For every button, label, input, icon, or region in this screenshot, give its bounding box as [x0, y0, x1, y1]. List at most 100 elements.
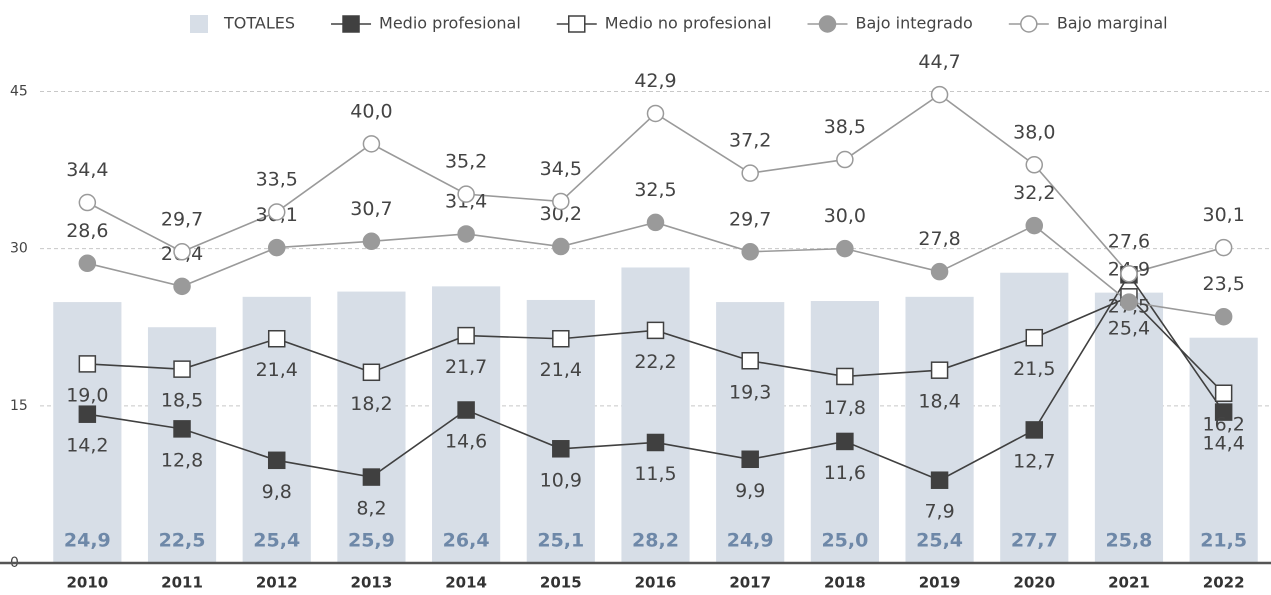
- x-tick-label: 2020: [1013, 574, 1055, 592]
- data-label: 18,5: [161, 390, 203, 412]
- marker: [836, 150, 854, 169]
- marker: [78, 405, 97, 423]
- data-label: 29,7: [729, 208, 771, 230]
- bar: [1189, 337, 1258, 563]
- legend-marker: [1020, 15, 1038, 33]
- x-tick-label: 2018: [824, 574, 866, 592]
- marker: [836, 432, 854, 451]
- data-label: 30,1: [1202, 204, 1244, 226]
- data-label: 34,4: [66, 159, 108, 181]
- data-label: 9,8: [262, 481, 292, 503]
- data-label: 17,8: [824, 397, 866, 419]
- legend-label: Medio no profesional: [605, 14, 772, 33]
- data-label: 44,7: [918, 51, 960, 73]
- marker: [1214, 307, 1233, 326]
- bar: [810, 301, 879, 563]
- bar-label: 24,9: [727, 530, 774, 552]
- x-tick-label: 2015: [540, 574, 582, 592]
- marker: [457, 326, 475, 345]
- data-label: 7,9: [924, 501, 954, 523]
- x-tick-label: 2021: [1108, 574, 1150, 592]
- data-label: 40,0: [350, 100, 392, 122]
- x-tick-label: 2013: [351, 574, 393, 592]
- marker: [741, 164, 759, 182]
- data-label: 14,4: [1202, 433, 1244, 455]
- bar-label: 25,0: [821, 530, 868, 552]
- marker: [741, 450, 759, 469]
- bar-label: 25,1: [537, 530, 584, 552]
- data-label: 14,6: [445, 431, 487, 453]
- legend-marker: [342, 15, 360, 33]
- x-tick-label: 2017: [729, 574, 771, 592]
- y-tick-label: 30: [10, 241, 28, 257]
- data-label: 33,5: [256, 168, 298, 190]
- marker: [1214, 238, 1233, 257]
- data-label: 30,7: [350, 198, 392, 220]
- data-label: 21,7: [445, 356, 487, 378]
- data-label: 21,5: [1013, 358, 1055, 380]
- data-label: 25,4: [1108, 317, 1150, 339]
- bar: [621, 267, 690, 563]
- marker: [646, 104, 665, 123]
- marker: [78, 193, 97, 212]
- data-label: 28,6: [66, 220, 108, 242]
- marker: [930, 471, 949, 489]
- data-label: 21,4: [540, 359, 582, 381]
- marker: [78, 355, 97, 373]
- data-label: 16,2: [1202, 414, 1244, 436]
- marker: [267, 238, 286, 257]
- marker: [173, 243, 191, 261]
- marker: [836, 239, 854, 258]
- marker: [1120, 293, 1138, 311]
- data-label: 38,5: [824, 116, 866, 138]
- marker: [267, 329, 286, 348]
- data-label: 19,3: [729, 381, 771, 403]
- marker: [646, 321, 665, 340]
- y-tick-label: 15: [10, 398, 28, 414]
- legend-label: Medio profesional: [379, 14, 521, 33]
- marker: [552, 440, 570, 458]
- marker: [646, 213, 665, 232]
- data-label: 18,4: [918, 391, 960, 413]
- x-tick-label: 2012: [256, 574, 298, 592]
- x-tick-label: 2019: [919, 574, 961, 592]
- marker: [267, 203, 286, 221]
- bar: [716, 302, 785, 563]
- legend-marker: [568, 15, 586, 33]
- marker: [1025, 328, 1044, 347]
- marker: [457, 225, 475, 243]
- data-label: 9,9: [735, 480, 765, 502]
- marker: [362, 468, 381, 486]
- data-label: 42,9: [634, 70, 676, 92]
- data-label: 12,8: [161, 449, 203, 471]
- marker: [267, 451, 286, 470]
- marker: [78, 254, 97, 273]
- marker: [362, 135, 381, 153]
- legend-label: Bajo marginal: [1057, 14, 1168, 33]
- marker: [930, 361, 949, 379]
- bar-label: 21,5: [1200, 530, 1247, 552]
- marker: [362, 232, 381, 251]
- bar-label: 24,9: [64, 530, 111, 552]
- bar-label: 22,5: [159, 530, 206, 552]
- marker: [362, 363, 381, 382]
- marker: [930, 262, 949, 281]
- data-label: 11,5: [634, 463, 676, 485]
- marker: [173, 277, 191, 296]
- marker: [741, 352, 759, 370]
- data-label: 21,4: [256, 359, 298, 381]
- data-label: 11,6: [824, 462, 866, 484]
- legend-label: TOTALES: [223, 14, 295, 33]
- x-tick-label: 2010: [66, 574, 108, 592]
- marker: [930, 85, 949, 104]
- bar-label: 25,9: [348, 530, 395, 552]
- marker: [457, 401, 475, 419]
- bar-label: 25,4: [253, 530, 300, 552]
- marker: [836, 367, 854, 386]
- x-tick-label: 2011: [161, 574, 203, 592]
- bar: [337, 291, 406, 563]
- data-label: 37,2: [729, 130, 771, 152]
- marker: [457, 185, 475, 203]
- marker: [173, 360, 191, 378]
- marker: [646, 433, 665, 452]
